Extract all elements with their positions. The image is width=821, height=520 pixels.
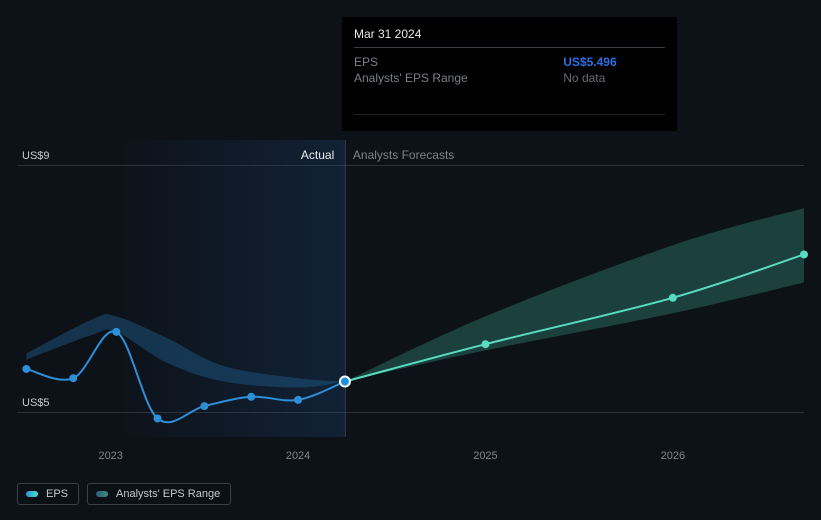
legend-label: EPS [46, 488, 68, 500]
tooltip-row-value: No data [549, 70, 665, 86]
legend-swatch-icon [26, 491, 38, 497]
chart-tooltip: Mar 31 2024 EPS US$5.496 Analysts' EPS R… [342, 17, 677, 131]
x-axis-label: 2025 [473, 450, 497, 462]
tooltip-divider [354, 114, 665, 115]
x-axis-label: 2026 [661, 450, 685, 462]
tooltip-date: Mar 31 2024 [354, 27, 665, 41]
legend-swatch-icon [96, 491, 108, 497]
tooltip-row-label: EPS [354, 54, 549, 70]
tooltip-row-label: Analysts' EPS Range [354, 70, 549, 86]
legend-item-eps[interactable]: EPS [17, 483, 79, 505]
x-axis-label: 2024 [286, 450, 310, 462]
legend-item-range[interactable]: Analysts' EPS Range [87, 483, 231, 505]
chart-legend: EPS Analysts' EPS Range [17, 483, 231, 505]
eps-chart: US$9 US$5 Actual Analysts Forecasts 2023… [0, 0, 821, 520]
tooltip-divider [354, 47, 665, 48]
tooltip-row-value: US$5.496 [549, 54, 665, 70]
x-axis-label: 2023 [98, 450, 122, 462]
legend-label: Analysts' EPS Range [116, 488, 220, 500]
